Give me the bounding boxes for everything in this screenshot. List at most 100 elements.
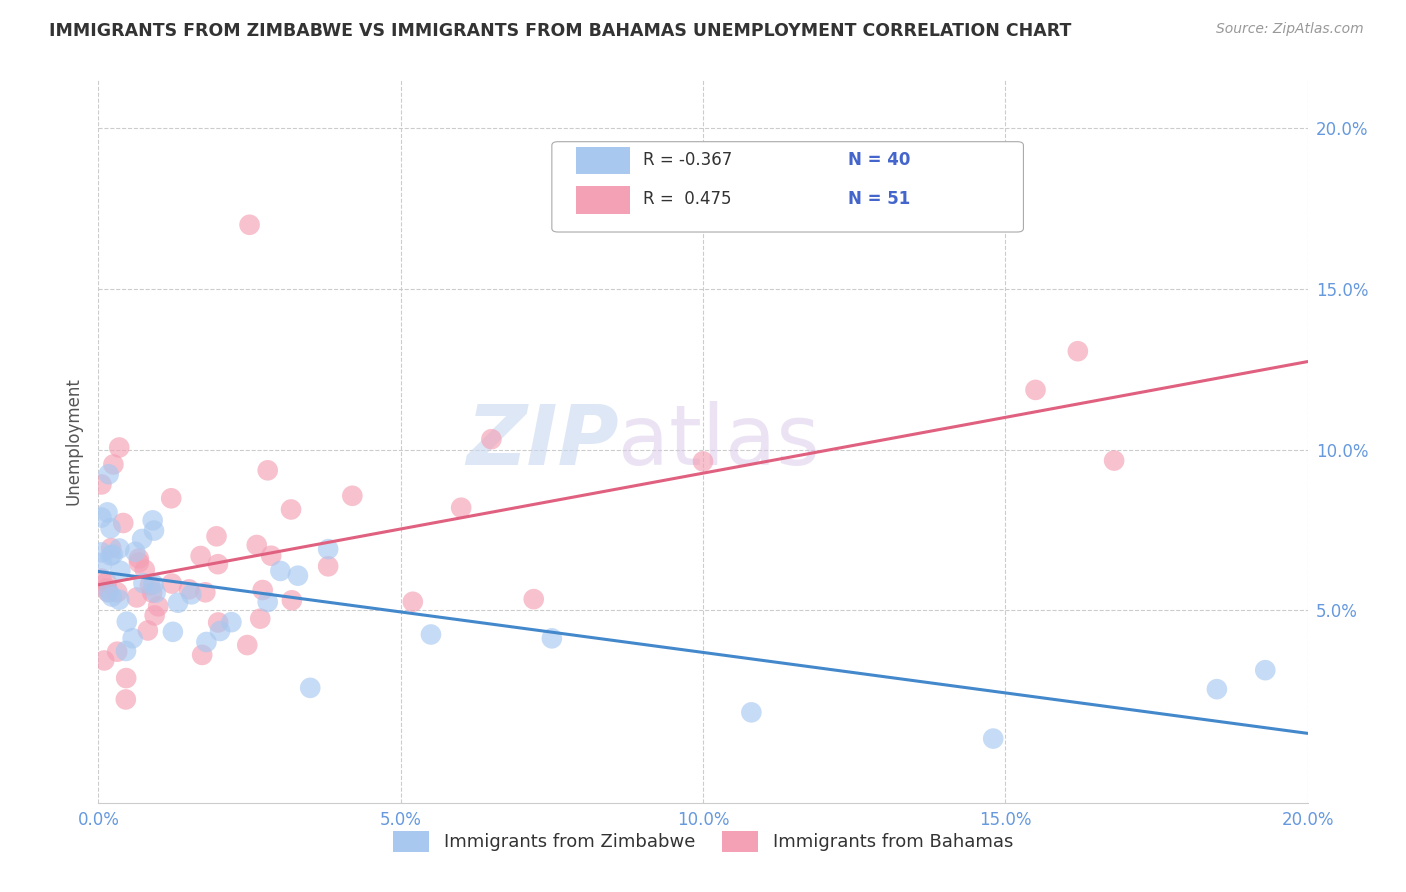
Point bbox=[115, 644, 138, 658]
Point bbox=[481, 432, 503, 446]
Point bbox=[90, 545, 112, 559]
Point bbox=[105, 585, 128, 599]
Point bbox=[91, 556, 114, 570]
Point bbox=[90, 572, 112, 586]
Text: ZIP: ZIP bbox=[465, 401, 619, 482]
Point bbox=[160, 576, 183, 591]
Point bbox=[97, 585, 120, 599]
Point bbox=[180, 587, 202, 601]
Bar bbox=[576, 147, 630, 174]
Point bbox=[115, 615, 138, 629]
Point bbox=[115, 671, 138, 685]
Point bbox=[124, 545, 146, 559]
Point bbox=[194, 585, 217, 599]
Point bbox=[131, 532, 153, 546]
Point bbox=[167, 596, 190, 610]
Point bbox=[125, 591, 148, 605]
Point bbox=[100, 541, 122, 555]
Point bbox=[103, 458, 125, 472]
Point bbox=[145, 585, 167, 599]
Point bbox=[239, 218, 262, 232]
Point bbox=[90, 477, 112, 491]
Point bbox=[523, 592, 546, 607]
Point bbox=[90, 510, 112, 524]
Point bbox=[177, 582, 200, 597]
Point bbox=[96, 582, 118, 596]
Point bbox=[252, 582, 274, 597]
Point bbox=[100, 549, 122, 563]
Y-axis label: Unemployment: Unemployment bbox=[65, 377, 83, 506]
Point bbox=[1206, 682, 1229, 697]
Point bbox=[316, 559, 339, 574]
Point bbox=[981, 731, 1004, 746]
Point bbox=[208, 624, 231, 638]
Point bbox=[134, 563, 156, 577]
Point bbox=[207, 615, 229, 630]
Point bbox=[221, 615, 243, 629]
Point bbox=[132, 576, 155, 591]
Point bbox=[342, 489, 364, 503]
Point bbox=[1067, 344, 1090, 359]
Point bbox=[96, 575, 118, 590]
Point bbox=[142, 513, 165, 527]
Point bbox=[420, 627, 443, 641]
Point bbox=[128, 556, 150, 570]
Point bbox=[190, 549, 212, 563]
Point bbox=[246, 538, 269, 552]
Point bbox=[205, 529, 228, 543]
Point bbox=[1254, 663, 1277, 677]
Point bbox=[1024, 383, 1046, 397]
Point bbox=[101, 548, 124, 562]
Point bbox=[97, 467, 120, 482]
Text: R = -0.367: R = -0.367 bbox=[643, 151, 731, 169]
Text: IMMIGRANTS FROM ZIMBABWE VS IMMIGRANTS FROM BAHAMAS UNEMPLOYMENT CORRELATION CHA: IMMIGRANTS FROM ZIMBABWE VS IMMIGRANTS F… bbox=[49, 22, 1071, 40]
Point bbox=[108, 541, 131, 556]
Text: N = 51: N = 51 bbox=[848, 191, 910, 209]
Point bbox=[191, 648, 214, 662]
Bar bbox=[576, 186, 630, 214]
Point bbox=[128, 551, 150, 566]
Point bbox=[281, 593, 304, 607]
Legend: Immigrants from Zimbabwe, Immigrants from Bahamas: Immigrants from Zimbabwe, Immigrants fro… bbox=[385, 823, 1021, 859]
Point bbox=[136, 624, 159, 638]
Point bbox=[402, 595, 425, 609]
Point bbox=[148, 599, 170, 614]
Point bbox=[256, 595, 278, 609]
Text: N = 40: N = 40 bbox=[848, 151, 911, 169]
Text: atlas: atlas bbox=[619, 401, 820, 482]
Point bbox=[287, 568, 309, 582]
Point bbox=[450, 500, 472, 515]
Point bbox=[100, 521, 122, 535]
Point bbox=[143, 524, 166, 538]
Text: R =  0.475: R = 0.475 bbox=[643, 191, 731, 209]
Point bbox=[162, 624, 184, 639]
FancyBboxPatch shape bbox=[551, 142, 1024, 232]
Point bbox=[96, 505, 118, 519]
Point bbox=[101, 590, 124, 604]
Point bbox=[207, 557, 229, 571]
Point bbox=[692, 454, 714, 468]
Point bbox=[160, 491, 183, 506]
Point bbox=[280, 502, 302, 516]
Point bbox=[142, 577, 165, 591]
Point bbox=[249, 612, 271, 626]
Text: Source: ZipAtlas.com: Source: ZipAtlas.com bbox=[1216, 22, 1364, 37]
Point bbox=[108, 441, 131, 455]
Point bbox=[93, 653, 115, 667]
Point bbox=[114, 692, 136, 706]
Point bbox=[316, 542, 339, 557]
Point bbox=[740, 706, 762, 720]
Point bbox=[540, 632, 562, 646]
Point bbox=[260, 549, 283, 563]
Point bbox=[112, 516, 135, 530]
Point bbox=[143, 608, 166, 623]
Point bbox=[195, 635, 218, 649]
Point bbox=[139, 578, 162, 592]
Point bbox=[110, 564, 132, 578]
Point bbox=[269, 564, 291, 578]
Point bbox=[299, 681, 322, 695]
Point bbox=[97, 585, 120, 599]
Point bbox=[108, 592, 131, 607]
Point bbox=[256, 463, 278, 477]
Point bbox=[121, 632, 143, 646]
